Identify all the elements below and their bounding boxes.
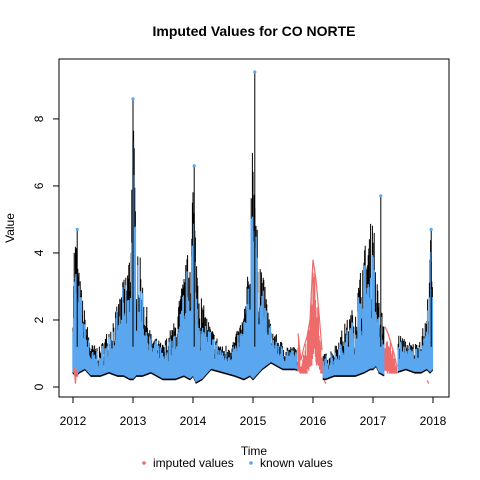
known-peak-point-5 xyxy=(429,227,433,232)
legend: imputed values known values xyxy=(142,456,333,470)
y-axis: 0 2 4 6 8 xyxy=(32,115,60,390)
y-tick-label-2: 4 xyxy=(32,249,46,256)
imputed-segment-line-2 xyxy=(323,379,327,384)
imputed-segment-2 xyxy=(323,379,327,384)
x-axis-label: Time xyxy=(241,444,268,458)
known-peak-point-4 xyxy=(379,194,383,198)
x-tick-label-6: 2018 xyxy=(420,414,447,428)
imputed-segment-line-4 xyxy=(426,380,430,384)
imputed-segment-line-3 xyxy=(384,326,398,368)
x-tick-label-0: 2012 xyxy=(60,414,87,428)
imputed-segment-1 xyxy=(297,259,323,374)
imputed-segment-line-0 xyxy=(73,366,79,384)
y-axis-label: Value xyxy=(3,213,17,243)
x-tick-label-3: 2015 xyxy=(240,414,267,428)
legend-marker-1 xyxy=(249,461,253,465)
known-peak-point-1 xyxy=(131,97,135,101)
legend-label-1: known values xyxy=(260,456,333,470)
x-tick-label-5: 2017 xyxy=(360,414,387,428)
imputed-segment-3 xyxy=(384,326,398,374)
y-tick-label-4: 8 xyxy=(32,115,46,122)
imputed-segment-fill-3 xyxy=(384,341,398,374)
data-layer xyxy=(72,70,434,384)
known-peak-point-2 xyxy=(192,164,196,168)
y-tick-label-0: 0 xyxy=(32,383,46,390)
known-peak-point-3 xyxy=(253,70,257,74)
x-tick-label-2: 2014 xyxy=(180,414,207,428)
y-tick-label-1: 2 xyxy=(32,316,46,323)
legend-marker-0 xyxy=(142,461,146,465)
chart-title: Imputed Values for CO NORTE xyxy=(152,23,355,39)
known-values-series-points xyxy=(72,140,434,382)
known-peak-point-0 xyxy=(75,227,79,232)
legend-label-0: imputed values xyxy=(153,456,234,470)
imputed-segment-4 xyxy=(426,380,430,384)
y-tick-label-3: 6 xyxy=(32,182,46,189)
x-axis: 2012 2013 2014 2015 2016 2017 2018 xyxy=(60,396,447,428)
x-tick-label-4: 2016 xyxy=(300,414,327,428)
x-tick-label-1: 2013 xyxy=(120,414,147,428)
imputed-segment-fill-1 xyxy=(297,272,323,374)
imputed-segment-0 xyxy=(73,366,79,384)
imputed-segment-line-1 xyxy=(297,259,323,361)
